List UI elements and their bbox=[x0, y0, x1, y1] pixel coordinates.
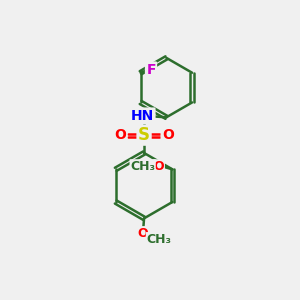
Text: CH₃: CH₃ bbox=[130, 160, 155, 173]
Text: O: O bbox=[154, 160, 164, 173]
Text: CH₃: CH₃ bbox=[146, 233, 171, 246]
Text: S: S bbox=[138, 126, 150, 144]
Text: F: F bbox=[146, 63, 156, 77]
Text: HN: HN bbox=[131, 109, 154, 123]
Text: O: O bbox=[137, 227, 148, 240]
Text: O: O bbox=[162, 128, 174, 142]
Text: O: O bbox=[114, 128, 126, 142]
